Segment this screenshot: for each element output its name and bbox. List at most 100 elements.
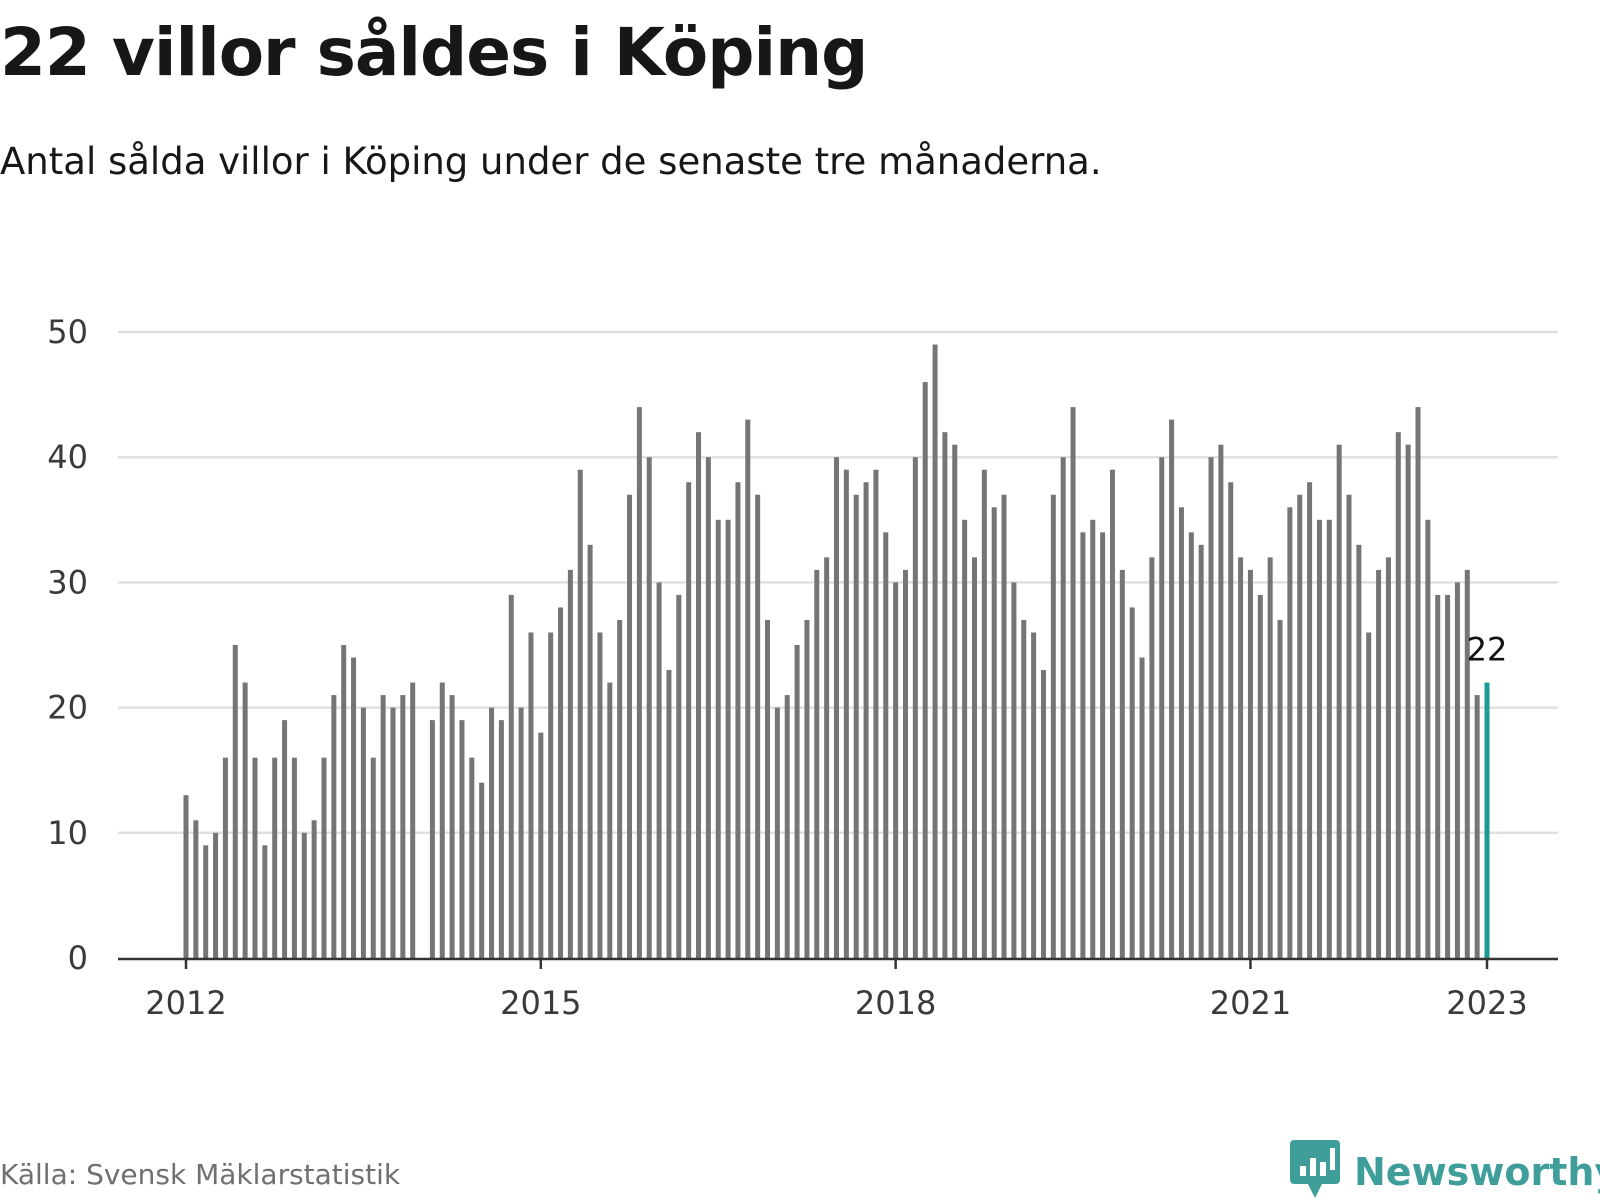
bar <box>1159 457 1165 958</box>
bar <box>548 632 554 958</box>
x-tick-label: 2018 <box>855 984 936 1022</box>
bar <box>1395 432 1401 958</box>
bar <box>686 482 692 958</box>
bar <box>971 557 977 958</box>
x-tick-label: 2015 <box>500 984 581 1022</box>
bar <box>735 482 741 958</box>
bar <box>469 757 475 958</box>
bar <box>607 682 613 958</box>
bar <box>843 469 849 958</box>
bar <box>597 632 603 958</box>
x-tick-label: 2021 <box>1210 984 1291 1022</box>
bar <box>360 707 366 958</box>
brand-logo: Newsworthy <box>1290 1140 1600 1204</box>
bar <box>311 820 317 958</box>
bar <box>1425 519 1431 958</box>
bar <box>429 720 435 958</box>
bar <box>252 757 258 958</box>
bar <box>893 582 899 958</box>
x-tick-label: 2012 <box>145 984 226 1022</box>
bar <box>1100 532 1106 958</box>
bar <box>232 645 238 958</box>
bar <box>370 757 376 958</box>
bar <box>1316 519 1322 958</box>
bar <box>656 582 662 958</box>
bar <box>321 757 327 958</box>
bar <box>291 757 297 958</box>
bar <box>784 695 790 958</box>
bars <box>183 344 1490 959</box>
bar <box>627 494 633 958</box>
bar <box>1454 582 1460 958</box>
bar <box>932 344 938 958</box>
y-axis-ticks: 0 10 20 30 40 50 <box>47 313 88 977</box>
bar <box>1198 544 1204 958</box>
y-tick-label: 0 <box>68 939 88 977</box>
bar <box>1218 444 1224 958</box>
bar <box>193 820 199 958</box>
chart-subtitle: Antal sålda villor i Köping under de sen… <box>0 140 1102 183</box>
bar <box>567 569 573 958</box>
bar <box>528 632 534 958</box>
highlight-value-label: 22 <box>1467 631 1508 669</box>
bar <box>794 645 800 958</box>
bar <box>587 544 593 958</box>
bar <box>489 707 495 958</box>
bar <box>1109 469 1115 958</box>
bar <box>272 757 278 958</box>
bar <box>1297 494 1303 958</box>
y-tick-label: 50 <box>47 313 88 351</box>
x-tick-label: 2023 <box>1446 984 1527 1022</box>
bar <box>696 432 702 958</box>
bar <box>873 469 879 958</box>
bar <box>577 469 583 958</box>
bar <box>1149 557 1155 958</box>
bar <box>1228 482 1234 958</box>
bar <box>410 682 416 958</box>
bar <box>1474 695 1480 958</box>
bar <box>1129 607 1135 958</box>
bar <box>1257 594 1263 958</box>
bar <box>646 457 652 958</box>
y-tick-label: 10 <box>47 814 88 852</box>
bar <box>1178 507 1184 958</box>
bar <box>1060 457 1066 958</box>
bar <box>331 695 337 958</box>
bar <box>1070 407 1076 958</box>
bar <box>676 594 682 958</box>
bar <box>1336 444 1342 958</box>
brand-name: Newsworthy <box>1354 1150 1600 1194</box>
bar <box>1247 569 1253 958</box>
bar <box>1238 557 1244 958</box>
bar <box>558 607 564 958</box>
bar <box>459 720 465 958</box>
bar <box>1346 494 1352 958</box>
bar <box>1307 482 1313 958</box>
bar <box>912 457 918 958</box>
bar <box>804 619 810 958</box>
bar <box>1326 519 1332 958</box>
bar <box>725 519 731 958</box>
bar <box>242 682 248 958</box>
bar <box>1119 569 1125 958</box>
bar <box>341 645 347 958</box>
bar <box>636 407 642 958</box>
bar <box>1080 532 1086 958</box>
bar <box>1277 619 1283 958</box>
bar <box>755 494 761 958</box>
bar <box>952 444 958 958</box>
bar <box>508 594 514 958</box>
bar <box>814 569 820 958</box>
bar <box>962 519 968 958</box>
x-axis-ticks: 2012 2015 2018 2021 2023 <box>145 959 1528 1022</box>
bar <box>991 507 997 958</box>
bar <box>449 695 455 958</box>
bar <box>538 732 544 958</box>
bar <box>390 707 396 958</box>
bar <box>479 782 485 958</box>
bar-chart: 0 10 20 30 40 50 2012 2015 2018 2021 2023 22 <box>47 313 1558 1022</box>
bar <box>1011 582 1017 958</box>
y-tick-label: 30 <box>47 563 88 601</box>
bar <box>1188 532 1194 958</box>
bar <box>774 707 780 958</box>
